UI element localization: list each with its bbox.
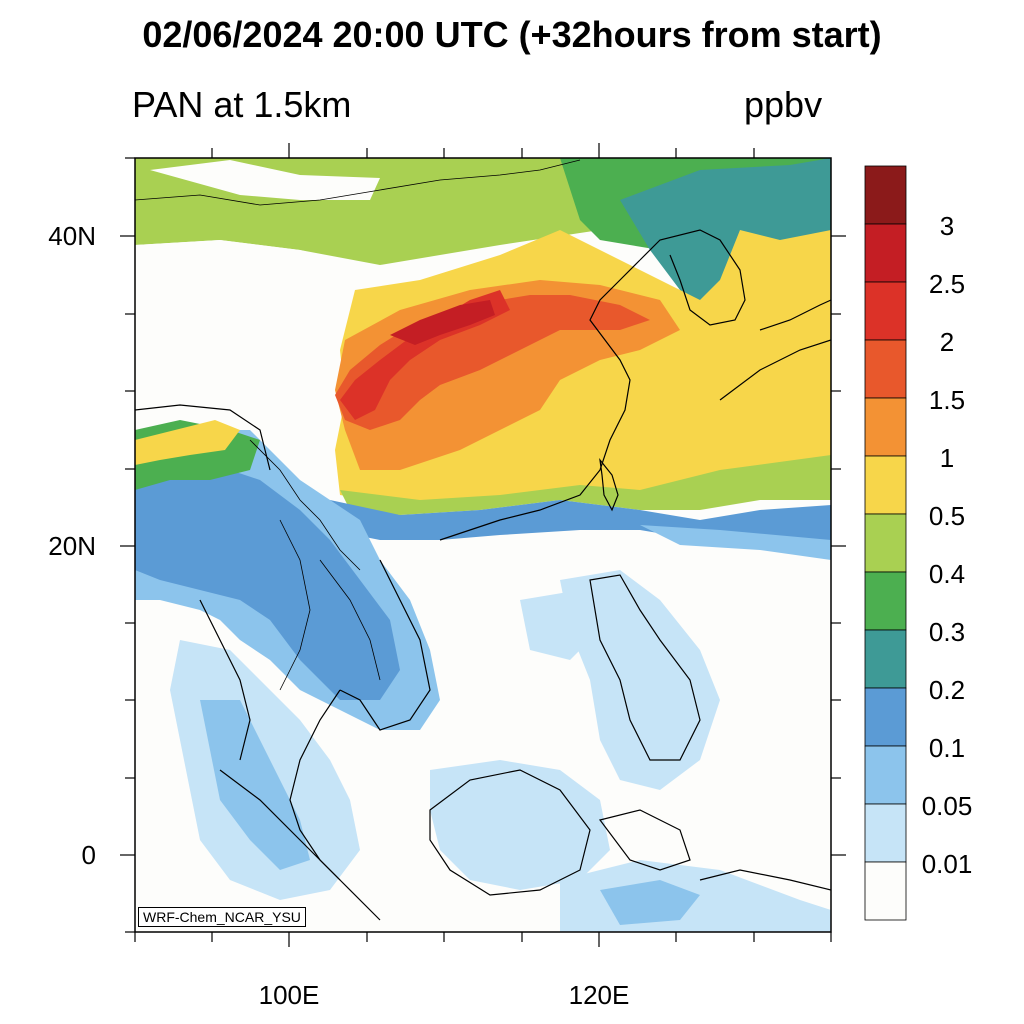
colorbar-label: 0.01 [921, 849, 973, 879]
colorbar-label: 0.5 [928, 501, 966, 531]
units-label: ppbv [744, 84, 823, 125]
colorbar-label: 0.3 [928, 617, 966, 647]
variable-label: PAN at 1.5km [132, 84, 352, 125]
concentration-field [135, 158, 831, 932]
colorbar-swatch [864, 223, 907, 283]
lat-label-20n: 20N [48, 531, 96, 561]
lat-label-40n: 40N [48, 221, 96, 251]
colorbar-swatch [864, 803, 907, 863]
colorbar-swatch [864, 571, 907, 631]
colorbar-label: 0.1 [928, 733, 966, 763]
model-credit-label: WRF-Chem_NCAR_YSU [138, 907, 306, 927]
colorbar-label: 0.4 [928, 559, 966, 589]
colorbar-label: 1 [939, 443, 955, 473]
colorbar-label: 2 [939, 327, 955, 357]
lon-label-100e: 100E [258, 980, 320, 1010]
colorbar-swatch [864, 513, 907, 573]
colorbar-swatch [864, 745, 907, 805]
colorbar-swatch [864, 165, 907, 225]
colorbar-swatch [864, 629, 907, 689]
coastlines [135, 229, 831, 921]
map-title: 02/06/2024 20:00 UTC (+32hours from star… [142, 14, 882, 55]
borders [135, 159, 581, 691]
axis-ticks [120, 143, 846, 947]
colorbar-label: 0.05 [921, 791, 973, 821]
colorbar [864, 165, 907, 921]
map-frame [134, 157, 832, 933]
colorbar-label: 1.5 [928, 385, 966, 415]
colorbar-label: 3 [939, 211, 955, 241]
colorbar-swatch [864, 397, 907, 457]
lon-label-120e: 120E [568, 980, 630, 1010]
colorbar-swatch [864, 455, 907, 515]
colorbar-label: 0.2 [928, 675, 966, 705]
colorbar-label: 2.5 [928, 269, 966, 299]
lat-label-0: 0 [81, 840, 96, 870]
colorbar-swatch [864, 281, 907, 341]
colorbar-swatch [864, 687, 907, 747]
colorbar-swatch [864, 861, 907, 921]
colorbar-swatch [864, 339, 907, 399]
